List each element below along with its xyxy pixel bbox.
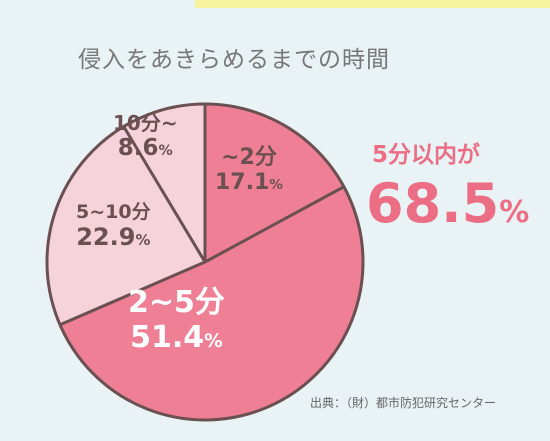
pie-outline bbox=[45, 102, 365, 422]
source-note: 出典：（財）都市防犯研究センター bbox=[310, 396, 497, 410]
slice-divider-1 bbox=[204, 185, 345, 264]
slice-label-2: 5~10分 22.9% bbox=[76, 201, 151, 251]
pie-slice-3 bbox=[123, 104, 205, 262]
top-accent-band bbox=[195, 0, 550, 8]
slice-label-0: ~2分 17.1% bbox=[215, 145, 283, 196]
callout-value: 68.5% bbox=[366, 172, 530, 235]
slice-divider-3 bbox=[122, 125, 207, 263]
slice-divider-2 bbox=[59, 260, 206, 327]
callout-label: 5分以内が bbox=[372, 142, 481, 168]
slice-label-1: 2~5分 51.4% bbox=[128, 285, 225, 355]
pie-slice-2 bbox=[46, 126, 206, 325]
pie-slice-1 bbox=[59, 186, 363, 420]
chart-title: 侵入をあきらめるまでの時間 bbox=[78, 47, 390, 73]
slice-label-3: 10分~ 8.6% bbox=[113, 111, 178, 162]
